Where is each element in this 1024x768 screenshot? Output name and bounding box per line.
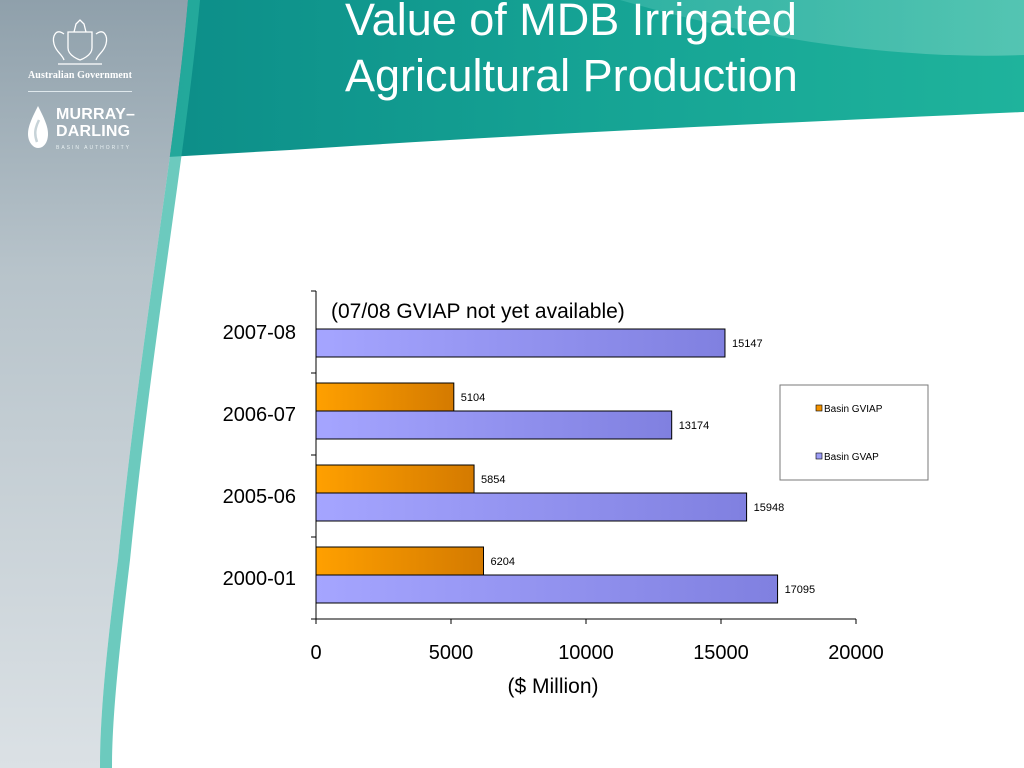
data-label-basin-gviap-2005-06: 5854 [481,474,505,486]
sidebar-teal-edge [100,0,200,768]
slide-title-line2: Agricultural Production [345,50,798,101]
data-label-basin-gviap-2006-07: 5104 [461,392,485,404]
bar-basin-gvap-2007-08 [315,328,726,358]
bar-basin-gviap-2005-06 [315,464,475,494]
bar-basin-gviap-2000-01 [315,546,485,576]
bar-basin-gvap-2000-01 [315,574,779,604]
bar-basin-gviap-2006-07 [315,382,455,412]
legend: Basin GVIAP Basin GVAP [779,384,929,481]
data-label-basin-gvap-2000-01: 17095 [785,584,816,596]
legend-swatch-gvap [815,452,823,460]
legend-label-gvap: Basin GVAP [824,452,879,463]
government-label: Australian Government [27,70,133,81]
data-label-basin-gvap-2006-07: 13174 [679,420,710,432]
logo-block: Australian Government MURRAY– DARLING BA… [18,14,142,164]
data-label-basin-gvap-2005-06: 15948 [754,502,785,514]
sidebar-panel [0,0,188,768]
x-axis-label: ($ Million) [507,675,598,698]
y-axis-labels: 2000-01 2005-06 2006-07 2007-08 [223,322,296,590]
data-label-basin-gviap-2000-01: 6204 [491,556,515,568]
x-tick-label-20000: 20000 [828,642,884,664]
legend-swatch-gviap [815,404,823,412]
data-label-basin-gvap-2007-08: 15147 [732,338,763,350]
x-axis-labels: 0 5000 10000 15000 20000 [310,642,883,664]
y-tick-label-2000-01: 2000-01 [223,568,296,590]
x-tick-label-5000: 5000 [429,642,474,664]
x-tick-label-15000: 15000 [693,642,749,664]
x-tick-label-0: 0 [310,642,321,664]
y-tick-label-2006-07: 2006-07 [223,404,296,426]
y-axis-ticks [311,290,316,620]
x-axis-ticks [315,619,857,624]
bars-group: 6204 17095 5854 15948 5104 13174 15147 [315,328,816,604]
coat-of-arms-logo [52,19,108,65]
chart-annotation: (07/08 GVIAP not yet available) [331,300,625,323]
teal-header-swoosh [620,0,1024,56]
logo-divider [28,91,132,92]
bar-basin-gvap-2005-06 [315,492,748,522]
slide-title: Value of MDB Irrigated Agricultural Prod… [345,0,965,104]
mdba-name-line1: MURRAY– [56,106,136,123]
mdba-drop-logo [28,106,48,148]
bar-basin-gvap-2006-07 [315,410,673,440]
x-tick-label-10000: 10000 [558,642,614,664]
y-tick-label-2005-06: 2005-06 [223,486,296,508]
slide-title-line1: Value of MDB Irrigated [345,0,797,45]
mdba-name-line3: BASIN AUTHORITY [56,145,132,151]
mdba-name-line2: DARLING [56,123,131,140]
y-tick-label-2007-08: 2007-08 [223,322,296,344]
legend-label-gviap: Basin GVIAP [824,404,883,415]
legend-box [779,384,929,481]
